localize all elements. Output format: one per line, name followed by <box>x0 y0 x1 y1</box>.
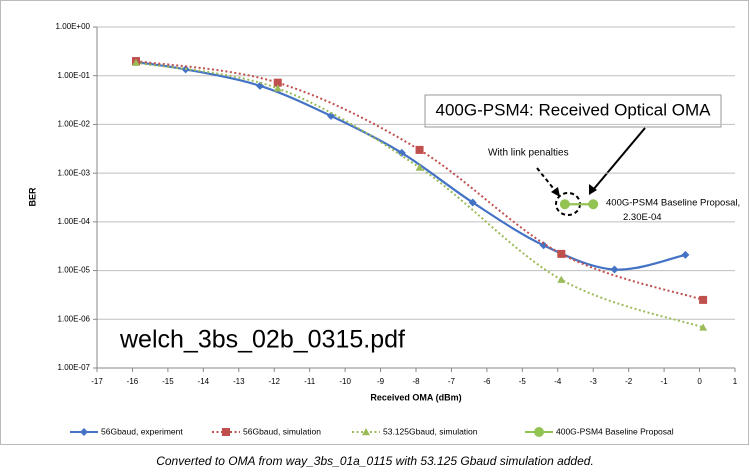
x-tick-label: -7 <box>448 377 456 386</box>
legend-label: 56Gbaud, simulation <box>243 426 321 436</box>
chart-frame <box>0 0 749 445</box>
x-tick-label: -13 <box>233 377 245 386</box>
series-line <box>135 61 686 271</box>
legend-marker <box>362 428 370 436</box>
y-tick-label: 1.00E-05 <box>58 266 91 275</box>
x-tick-label: -16 <box>127 377 139 386</box>
data-point <box>557 275 566 283</box>
data-point <box>559 199 570 210</box>
x-tick-label: -14 <box>198 377 210 386</box>
y-tick-label: 1.00E-03 <box>58 168 91 177</box>
data-point <box>557 249 566 258</box>
x-tick-label: 0 <box>697 377 702 386</box>
data-point <box>326 111 335 120</box>
annotation: With link penalties <box>488 148 569 159</box>
legend-label: 53.125Gbaud, simulation <box>383 426 478 436</box>
callouts <box>424 94 722 216</box>
arrowhead <box>589 184 597 195</box>
x-axis-label: Received OMA (dBm) <box>370 392 461 402</box>
footnote: Converted to OMA from way_3bs_01a_0115 w… <box>156 454 594 468</box>
x-tick-label: -3 <box>590 377 598 386</box>
x-tick-label: -17 <box>91 377 103 386</box>
legend-marker <box>534 427 544 437</box>
data-point <box>539 241 548 250</box>
data-point <box>273 78 282 87</box>
x-tick-label: -6 <box>483 377 491 386</box>
data-point <box>588 199 599 210</box>
callout-title: 400G-PSM4: Received Optical OMA <box>436 100 712 119</box>
data-point <box>273 84 282 92</box>
data-point <box>415 163 424 171</box>
x-tick-label: -8 <box>412 377 420 386</box>
data-point <box>681 250 690 259</box>
x-tick-label: -10 <box>339 377 351 386</box>
y-axis-label: BER <box>27 187 37 207</box>
y-tick-label: 1.00E-07 <box>58 363 91 372</box>
arrowhead <box>551 187 560 197</box>
series-line <box>135 60 704 301</box>
x-tick-label: -5 <box>519 377 527 386</box>
x-tick-label: -9 <box>377 377 385 386</box>
callout-box <box>424 94 722 128</box>
x-tick-label: -15 <box>162 377 174 386</box>
data-point <box>468 198 477 207</box>
watermark: welch_3bs_02b_0315.pdf <box>119 326 405 354</box>
x-tick-label: -2 <box>625 377 633 386</box>
x-tick-label: 1 <box>733 377 738 386</box>
arrow <box>536 167 558 194</box>
legend-marker <box>222 428 230 436</box>
legend-marker <box>80 428 88 436</box>
data-point <box>131 58 140 66</box>
y-tick-label: 1.00E+00 <box>56 22 91 31</box>
y-tick-label: 1.00E-02 <box>58 120 91 129</box>
arrow <box>592 127 646 191</box>
data-point <box>415 145 424 154</box>
y-tick-label: 1.00E-01 <box>58 71 91 80</box>
x-tick-label: -12 <box>268 377 280 386</box>
data-point <box>610 265 619 274</box>
data-point <box>699 295 708 304</box>
y-tick-label: 1.00E-04 <box>58 217 91 226</box>
annotation: 400G-PSM4 Baseline Proposal, <box>606 198 740 209</box>
x-tick-label: -11 <box>304 377 316 386</box>
y-tick-label: 1.00E-06 <box>58 314 91 323</box>
legend-label: 400G-PSM4 Baseline Proposal <box>556 426 674 436</box>
data-label: 2.30E-04 <box>623 212 662 223</box>
x-tick-label: -1 <box>661 377 669 386</box>
data-point <box>699 323 708 331</box>
legend-label: 56Gbaud, experiment <box>101 426 183 436</box>
x-tick-label: -4 <box>554 377 562 386</box>
